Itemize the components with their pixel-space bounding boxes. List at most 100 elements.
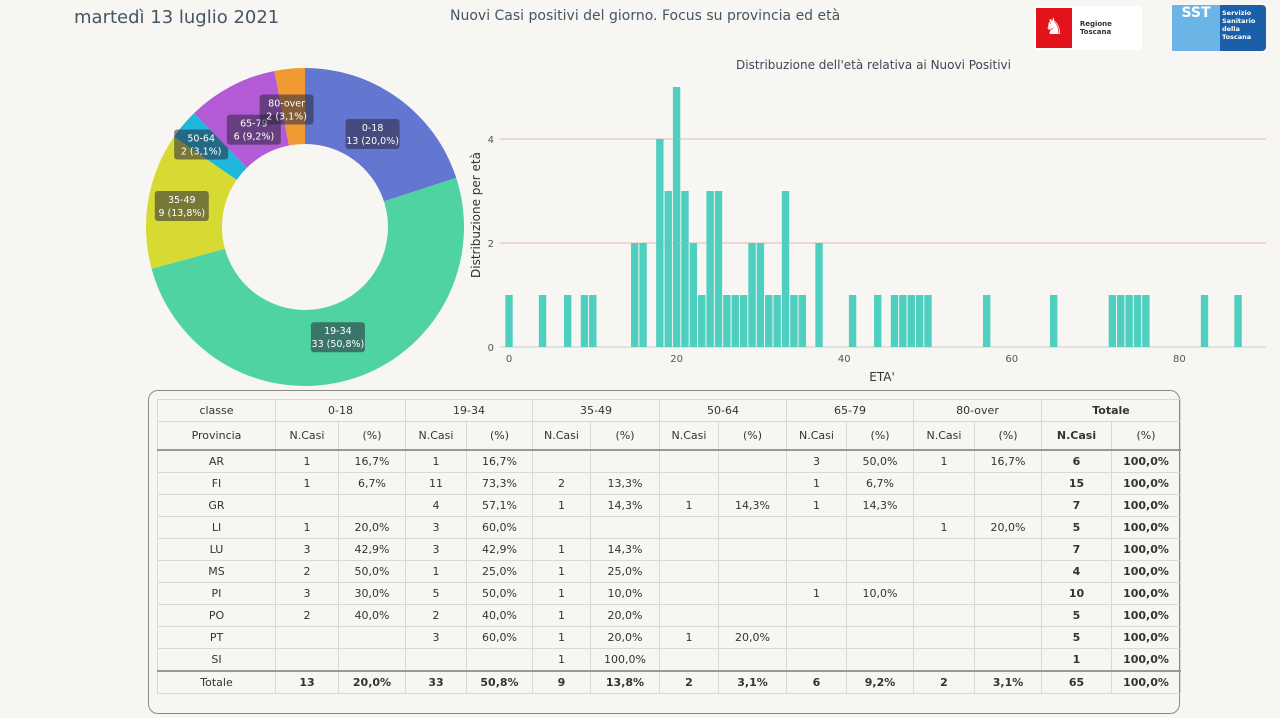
ncasi-cell: 15 <box>1041 472 1112 495</box>
histogram-bar <box>815 243 823 347</box>
histogram-bar <box>748 243 756 347</box>
pie-label-value: 6 (9,2%) <box>234 132 275 143</box>
header-pct: (%) <box>466 421 533 451</box>
pct-cell <box>718 516 787 539</box>
histogram-bar <box>1133 295 1142 347</box>
pct-cell: 13,3% <box>590 472 660 495</box>
ncasi-cell: 5 <box>1041 604 1112 627</box>
pct-cell <box>466 648 533 672</box>
header-pct: (%) <box>846 421 914 451</box>
ncasi-cell <box>913 604 975 627</box>
pct-cell <box>974 494 1042 517</box>
ncasi-cell: 5 <box>1041 626 1112 649</box>
header-class-50-64: 50-64 <box>659 399 787 422</box>
y-tick-label: 2 <box>488 239 494 250</box>
ncasi-cell <box>659 648 719 672</box>
ncasi-cell <box>913 538 975 561</box>
province-cell: PI <box>157 582 276 605</box>
pct-cell <box>974 560 1042 583</box>
header-class-65-79: 65-79 <box>786 399 914 422</box>
pct-cell: 20,0% <box>718 626 787 649</box>
x-tick-label: 80 <box>1173 354 1186 365</box>
province-cell: PO <box>157 604 276 627</box>
ncasi-cell <box>659 516 719 539</box>
histogram-bar <box>848 295 857 347</box>
pct-cell: 20,0% <box>338 516 406 539</box>
ncasi-cell: 3 <box>405 538 467 561</box>
histogram-bar <box>1108 295 1117 347</box>
province-cell: LI <box>157 516 276 539</box>
ncasi-cell: 1 <box>532 538 591 561</box>
pct-cell <box>974 472 1042 495</box>
histogram-bar <box>589 295 597 347</box>
pct-cell: 14,3% <box>590 538 660 561</box>
ncasi-cell: 1 <box>405 449 467 473</box>
pie-label-box <box>174 129 229 160</box>
ncasi-cell: 3 <box>405 626 467 649</box>
pct-cell: 57,1% <box>466 494 533 517</box>
pct-cell <box>974 626 1042 649</box>
histogram-bar <box>580 295 589 347</box>
table-row: PT 3 60,0% 1 20,0% 1 20,0% 5 100,0% <box>157 626 1181 649</box>
date-label: martedì 13 luglio 2021 <box>74 7 280 28</box>
ncasi-cell <box>659 560 719 583</box>
histogram-bar <box>681 191 689 347</box>
ncasi-cell: 1 <box>275 516 339 539</box>
histogram-bar <box>765 295 773 347</box>
pct-cell: 10,0% <box>590 582 660 605</box>
pct-cell <box>718 604 787 627</box>
pct-cell: 25,0% <box>590 560 660 583</box>
pct-cell <box>974 538 1042 561</box>
pct-cell: 100,0% <box>1111 604 1181 627</box>
header-pct: (%) <box>974 421 1042 451</box>
ncasi-cell: 1 <box>532 604 591 627</box>
y-tick-label: 0 <box>488 343 494 354</box>
pct-cell: 50,0% <box>338 560 406 583</box>
histogram-bar <box>631 243 639 347</box>
ncasi-cell <box>913 626 975 649</box>
table-row: MS 2 50,0% 1 25,0% 1 25,0% 4 100,0% <box>157 560 1181 583</box>
table-row: AR 1 16,7% 1 16,7% 3 50,0% 1 16,7% 6 100,0% <box>157 449 1181 473</box>
pie-label-class: 50-64 <box>187 133 215 144</box>
pct-cell: 20,0% <box>338 670 406 694</box>
sst-logo: SST Servizio Sanitario della Toscana <box>1172 5 1266 51</box>
ncasi-cell: 2 <box>275 604 339 627</box>
pct-cell <box>846 516 914 539</box>
pie-label-value: 2 (3,1%) <box>181 146 222 157</box>
ncasi-cell <box>659 472 719 495</box>
regione-toscana-logo: ♞ Regione Toscana <box>1034 6 1142 50</box>
histogram-bar <box>505 295 513 347</box>
histogram-bar <box>698 295 706 347</box>
pct-cell: 16,7% <box>466 449 533 473</box>
ncasi-cell <box>786 626 847 649</box>
ncasi-cell: 3 <box>786 449 847 473</box>
histogram-bar <box>1234 295 1242 347</box>
pct-cell: 100,0% <box>1111 626 1181 649</box>
histogram-bar <box>731 295 739 347</box>
page-title: Nuovi Casi positivi del giorno. Focus su… <box>450 8 841 24</box>
histogram-bar <box>689 243 698 347</box>
pct-cell <box>590 516 660 539</box>
histogram-bar <box>756 243 765 347</box>
ncasi-cell: 3 <box>405 516 467 539</box>
province-cell: PT <box>157 626 276 649</box>
histogram-bar <box>723 295 731 347</box>
ncasi-cell: 13 <box>275 670 339 694</box>
ncasi-cell: 1 <box>913 449 975 473</box>
pct-cell: 42,9% <box>466 538 533 561</box>
pct-cell: 100,0% <box>1111 648 1181 672</box>
header-provincia: Provincia <box>157 421 276 451</box>
pie-label-value: 13 (20,0%) <box>346 136 399 147</box>
pct-cell: 100,0% <box>1111 560 1181 583</box>
pct-cell <box>846 626 914 649</box>
pct-cell: 50,0% <box>466 582 533 605</box>
ncasi-cell: 5 <box>1041 516 1112 539</box>
ncasi-cell <box>913 560 975 583</box>
table-row: FI 1 6,7% 11 73,3% 2 13,3% 1 6,7% 15 100,0% <box>157 472 1181 495</box>
histogram-bar <box>899 295 907 347</box>
ncasi-cell <box>275 648 339 672</box>
ncasi-cell: 7 <box>1041 494 1112 517</box>
ncasi-cell <box>913 494 975 517</box>
header-row-sub: Provincia N.Casi (%) N.Casi (%) N.Casi (%) N.Ca… <box>157 421 1181 451</box>
pct-cell: 50,0% <box>846 449 914 473</box>
